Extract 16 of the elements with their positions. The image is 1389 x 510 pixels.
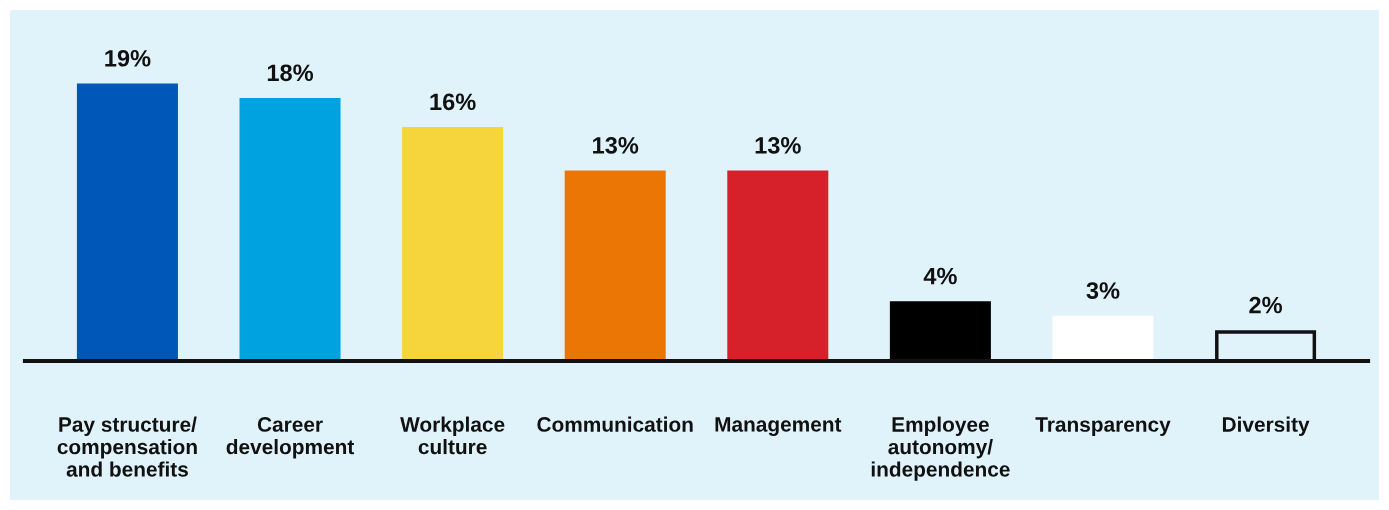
x-tick-label: Transparency — [1035, 417, 1171, 436]
data-label: 13% — [755, 137, 801, 154]
data-label: 16% — [430, 93, 476, 111]
data-label: 2% — [1249, 296, 1283, 314]
x-tick-label: Diversity — [1222, 416, 1310, 436]
data-label: 3% — [1086, 282, 1120, 299]
x-tick-label: Career development — [226, 417, 355, 459]
x-tick-label: Management — [715, 417, 842, 436]
x-tick-label: Employee autonomy/ independence — [871, 416, 1010, 481]
data-label: 13% — [593, 137, 639, 154]
data-label: 19% — [105, 49, 151, 67]
data-label: 4% — [923, 267, 957, 285]
x-tick-label: Pay structure/ compensation and benefits — [57, 416, 197, 477]
x-tick-label: Workplace culture — [400, 416, 505, 455]
data-label: 18% — [267, 64, 314, 82]
x-tick-label: Communication — [537, 416, 693, 432]
